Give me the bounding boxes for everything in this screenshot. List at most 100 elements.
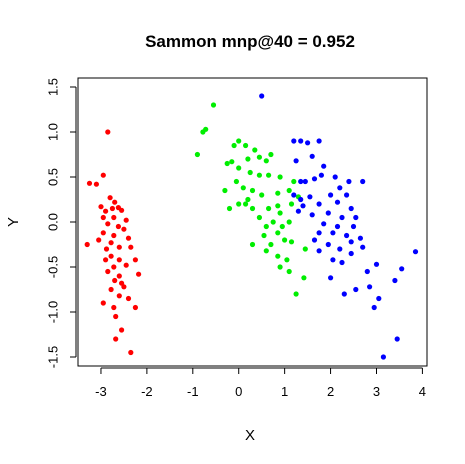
- x-tick-label: 1: [281, 384, 288, 399]
- data-point: [284, 257, 290, 263]
- data-point: [105, 129, 111, 135]
- data-point: [334, 199, 341, 205]
- data-point: [309, 212, 315, 218]
- data-point: [266, 205, 272, 212]
- x-tick-label: -1: [187, 384, 199, 399]
- data-point: [302, 246, 308, 252]
- data-point: [298, 138, 304, 144]
- data-point: [119, 207, 125, 213]
- data-point: [116, 244, 122, 250]
- y-tick-label: 1.5: [45, 78, 60, 96]
- data-point: [115, 223, 121, 230]
- data-point: [376, 295, 382, 302]
- data-point: [353, 286, 359, 293]
- data-point: [256, 172, 262, 178]
- data-point: [357, 235, 363, 241]
- data-point: [275, 230, 281, 236]
- data-point: [103, 246, 110, 252]
- x-tick-label: 4: [419, 384, 426, 399]
- data-point: [243, 201, 249, 207]
- data-point: [298, 196, 304, 203]
- data-point: [311, 237, 318, 243]
- data-point: [116, 273, 122, 279]
- data-point: [339, 214, 345, 221]
- data-point: [380, 354, 386, 360]
- data-point: [100, 300, 106, 306]
- data-point: [328, 192, 334, 198]
- data-point: [282, 237, 288, 243]
- data-point: [360, 244, 366, 250]
- data-point: [330, 230, 336, 236]
- data-point: [247, 169, 253, 176]
- data-point: [371, 304, 377, 311]
- data-point: [295, 208, 301, 214]
- data-point: [302, 178, 308, 185]
- data-point: [268, 241, 274, 248]
- data-point: [353, 214, 359, 221]
- data-point: [301, 275, 307, 281]
- data-point: [275, 190, 281, 196]
- data-point: [325, 241, 331, 248]
- data-point: [194, 151, 200, 158]
- data-point: [96, 237, 102, 243]
- series-3: [259, 93, 419, 360]
- data-point: [330, 257, 336, 263]
- data-point: [100, 172, 106, 178]
- data-point: [125, 235, 132, 241]
- data-point: [116, 293, 122, 299]
- data-point: [291, 178, 297, 185]
- data-point: [236, 201, 242, 207]
- data-point: [286, 219, 292, 225]
- data-point: [222, 187, 228, 194]
- data-point: [263, 223, 269, 230]
- data-point: [105, 268, 111, 275]
- data-point: [341, 291, 347, 297]
- data-point: [112, 277, 118, 284]
- data-point: [346, 178, 352, 185]
- x-axis-label: X: [245, 427, 255, 444]
- data-point: [350, 223, 357, 230]
- data-point: [339, 259, 345, 266]
- data-point: [316, 138, 322, 144]
- data-point: [367, 284, 373, 290]
- data-point: [103, 208, 109, 214]
- series-1: [84, 129, 142, 356]
- data-point: [111, 232, 117, 239]
- data-point: [113, 336, 119, 342]
- data-point: [293, 158, 299, 164]
- y-tick-label: -1.0: [45, 301, 60, 323]
- x-tick-label: 0: [235, 384, 242, 399]
- data-point: [305, 140, 311, 146]
- data-point: [263, 248, 269, 254]
- data-point: [116, 257, 122, 263]
- y-tick-label: 1.0: [45, 123, 60, 141]
- data-point: [107, 195, 113, 201]
- data-point: [277, 210, 283, 216]
- data-point: [132, 304, 138, 311]
- data-point: [277, 264, 283, 270]
- data-point: [84, 241, 90, 248]
- data-point: [256, 214, 262, 221]
- x-tick-label: -3: [95, 384, 107, 399]
- data-point: [236, 138, 242, 144]
- y-axis-label: Y: [5, 217, 22, 227]
- x-tick-label: 3: [373, 384, 380, 399]
- data-point: [103, 257, 109, 263]
- data-point: [316, 201, 322, 207]
- data-points: [84, 93, 419, 360]
- data-point: [121, 226, 127, 232]
- data-point: [233, 178, 239, 185]
- data-point: [392, 277, 398, 284]
- data-point: [231, 142, 237, 149]
- data-point: [111, 264, 117, 270]
- data-point: [286, 187, 292, 194]
- data-point: [112, 199, 118, 205]
- x-axis: -3 -2 -1 0 1 2 3 4: [95, 367, 426, 399]
- data-point: [123, 217, 129, 223]
- data-point: [268, 151, 274, 158]
- data-point: [309, 153, 315, 159]
- data-point: [132, 257, 138, 263]
- data-point: [245, 156, 251, 162]
- data-point: [249, 205, 256, 212]
